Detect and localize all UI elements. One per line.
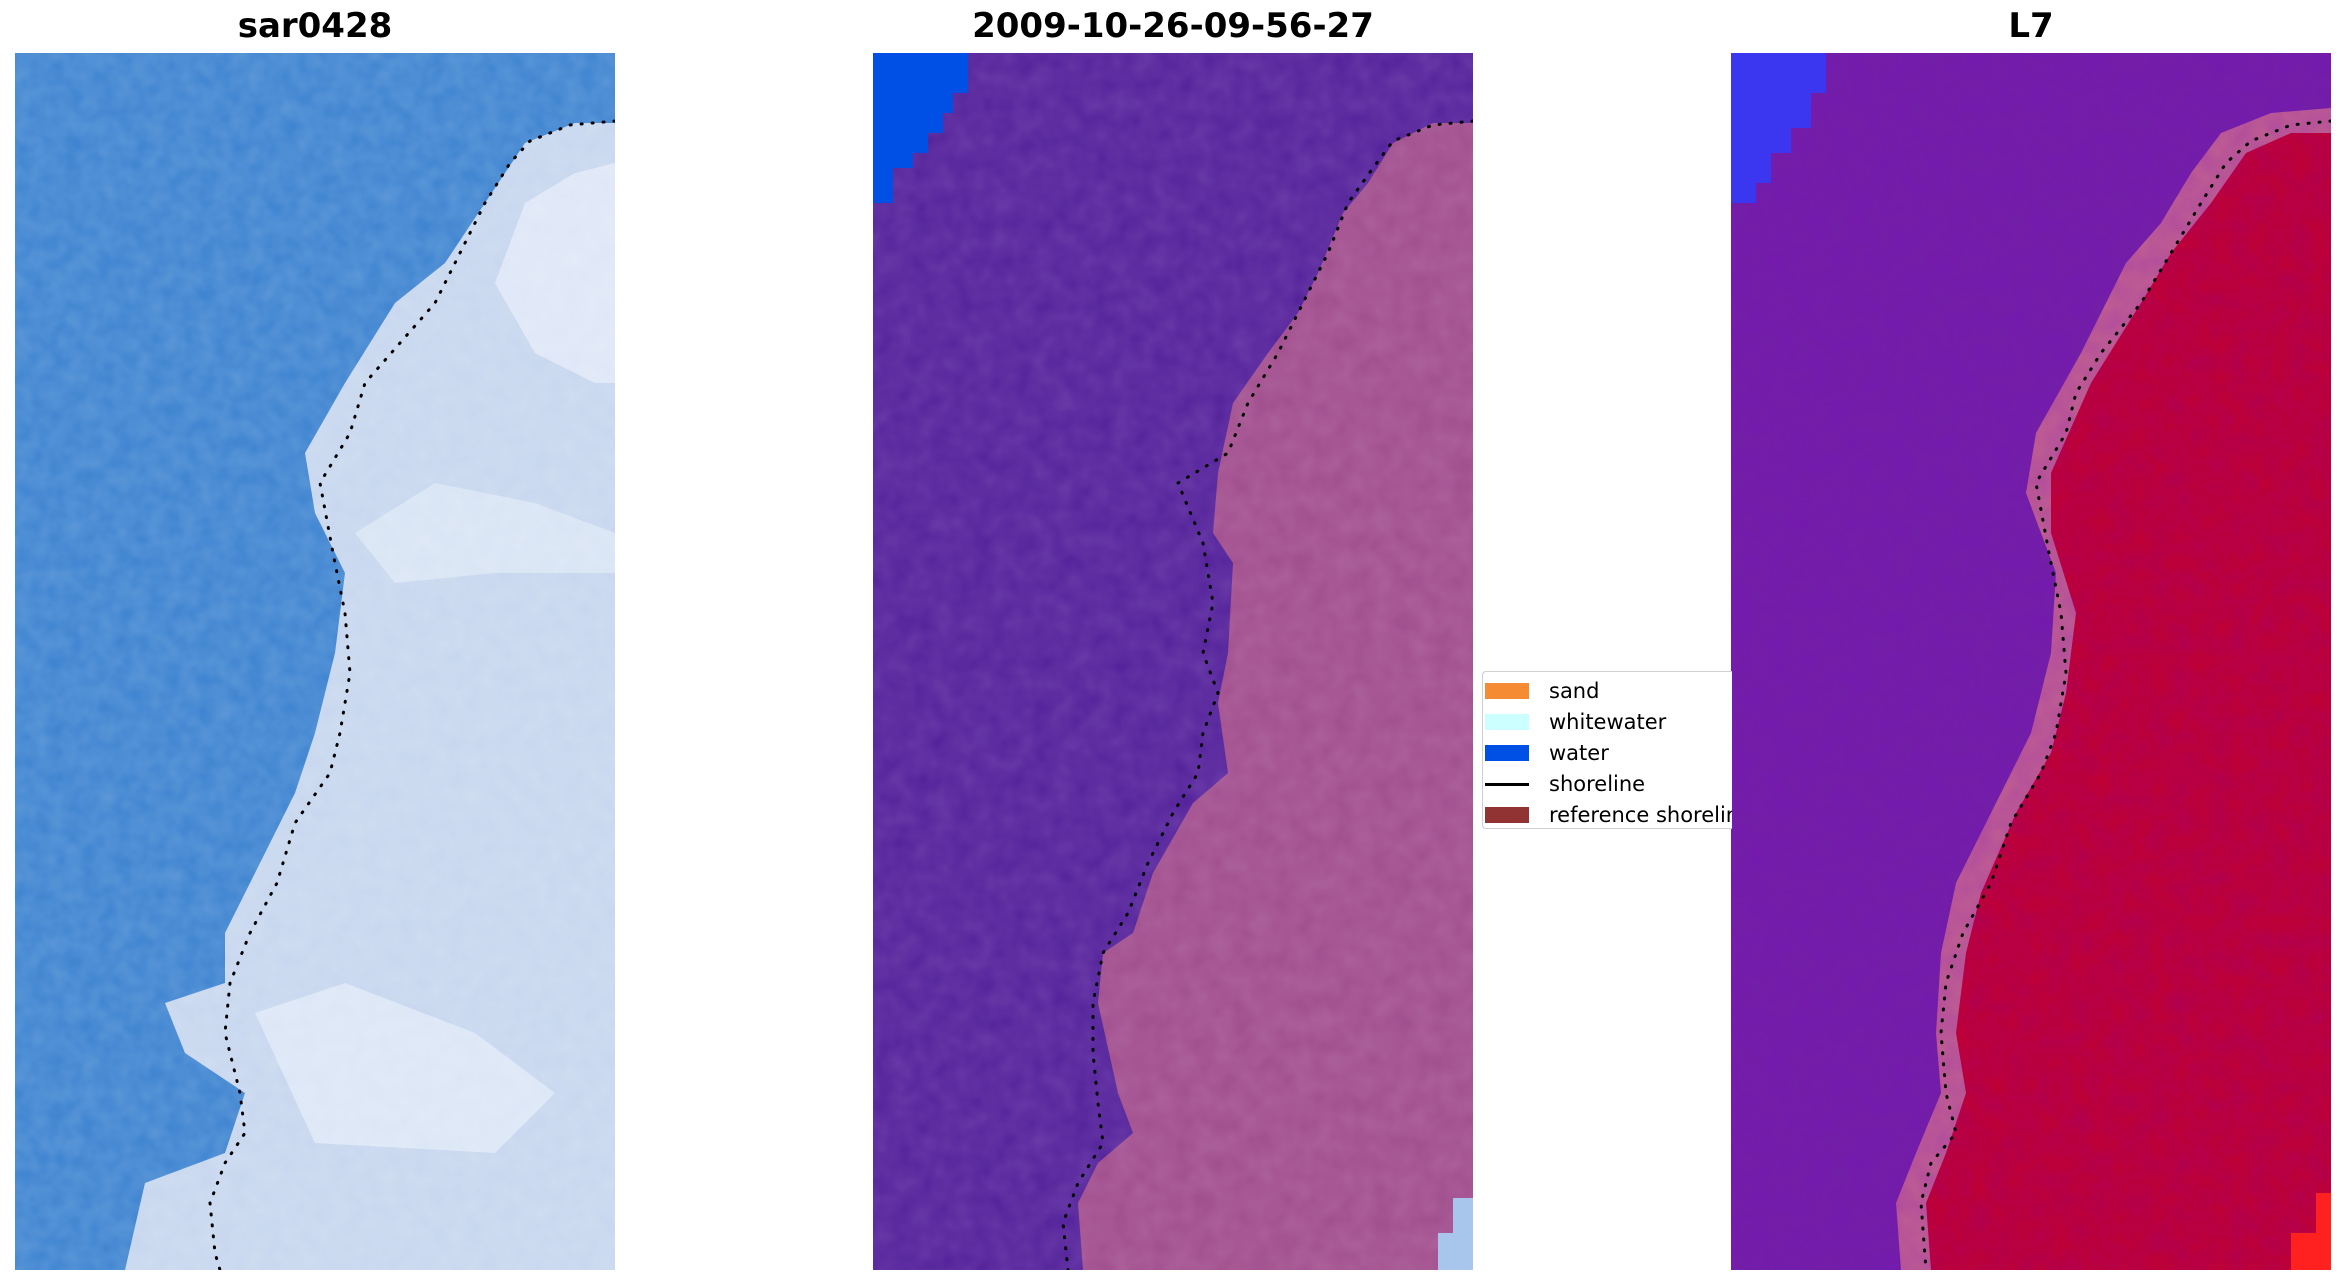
legend-label-water: water xyxy=(1549,741,1609,765)
whitewater-swatch xyxy=(1485,714,1529,730)
legend-item-reference-shoreline: reference shoreline xyxy=(1483,802,1732,828)
legend: sand whitewater water shoreline referenc… xyxy=(1482,671,1732,829)
sand-swatch xyxy=(1485,683,1529,699)
index-image-panel xyxy=(1731,53,2331,1270)
legend-label-sand: sand xyxy=(1549,679,1600,703)
whitewater-corner-bottom-right xyxy=(1438,1198,1473,1270)
panel-title-classification: 2009-10-26-09-56-27 xyxy=(972,6,1374,46)
rgb-image xyxy=(15,53,615,1270)
index-corner-top-left xyxy=(1731,53,1826,203)
index-image xyxy=(1731,53,2331,1270)
reference-shoreline-swatch xyxy=(1485,807,1529,823)
classification-image xyxy=(873,53,1473,1270)
panel-title-index: L7 xyxy=(2008,6,2054,46)
water-swatch xyxy=(1485,745,1529,761)
legend-label-whitewater: whitewater xyxy=(1549,710,1667,734)
shoreline-overlay-classification xyxy=(1061,119,1473,1270)
index-corner-bottom-right xyxy=(2291,1193,2331,1270)
legend-item-shoreline: shoreline xyxy=(1483,771,1732,797)
rgb-image-panel xyxy=(15,53,615,1270)
water-corner-top-left xyxy=(873,53,968,203)
panel-title-rgb: sar0428 xyxy=(237,6,393,46)
legend-item-water: water xyxy=(1483,740,1732,766)
legend-item-sand: sand xyxy=(1483,678,1732,704)
legend-label-reference-shoreline: reference shoreline xyxy=(1549,803,1732,827)
shoreline-line-swatch xyxy=(1485,783,1529,786)
classification-panel xyxy=(873,53,1473,1270)
legend-item-whitewater: whitewater xyxy=(1483,709,1732,735)
legend-label-shoreline: shoreline xyxy=(1549,772,1646,796)
